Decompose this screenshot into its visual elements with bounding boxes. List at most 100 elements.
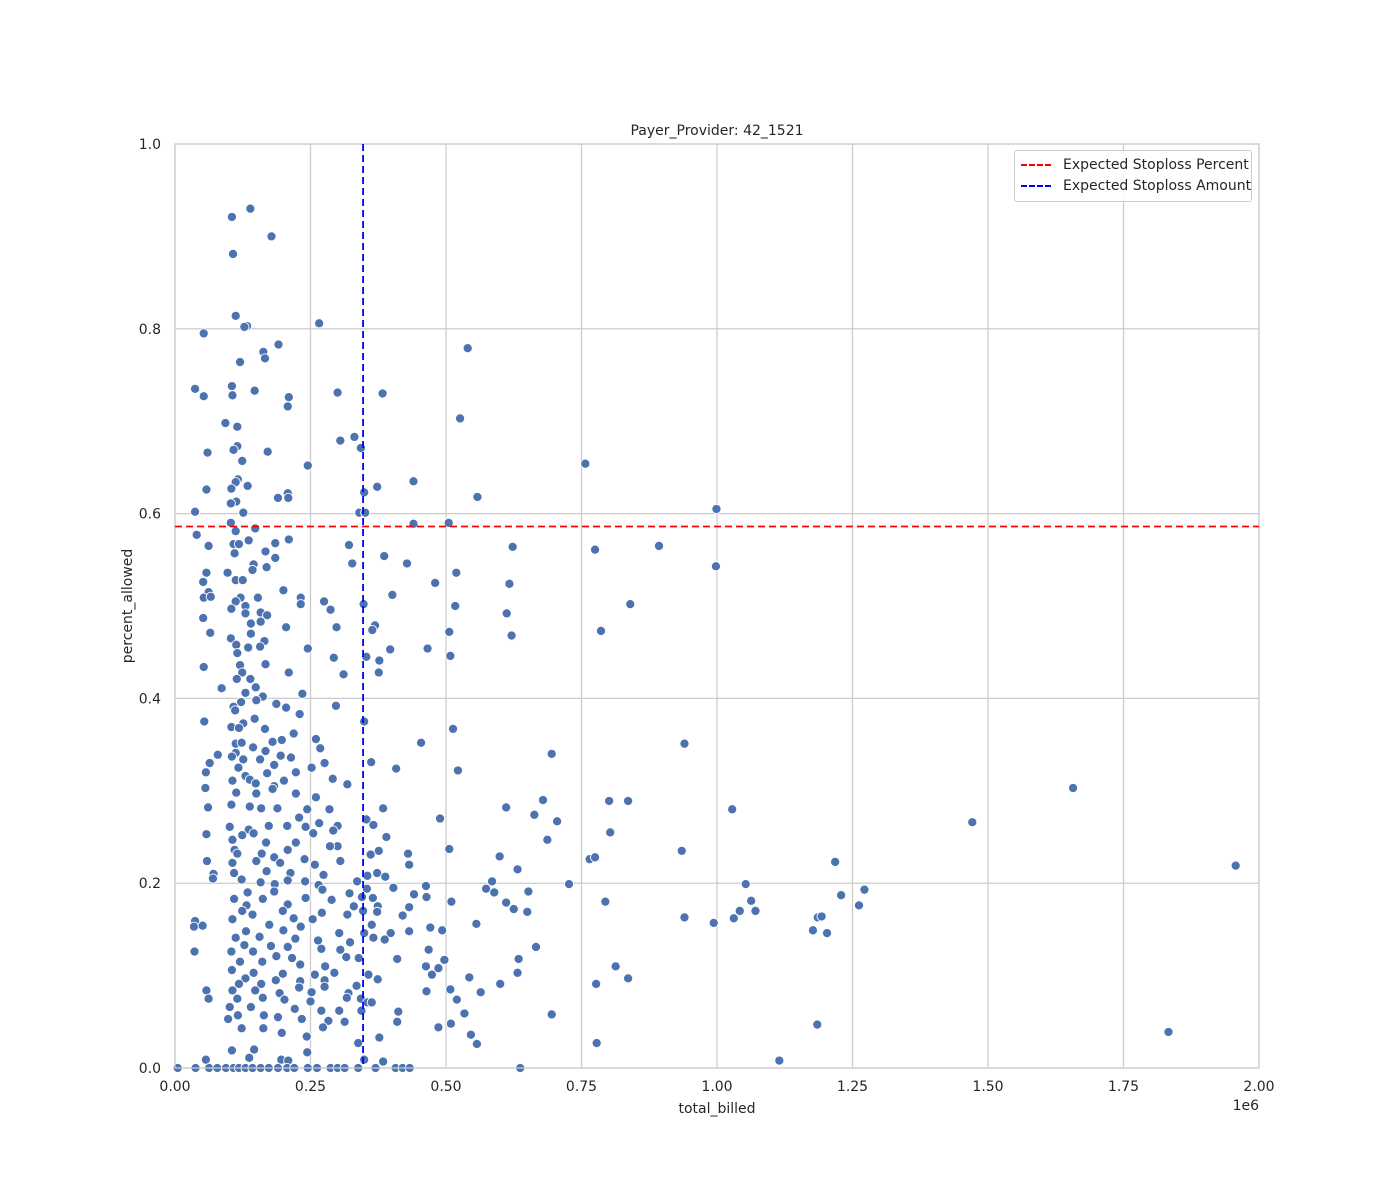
data-point bbox=[591, 978, 602, 989]
data-point bbox=[387, 589, 398, 600]
data-point bbox=[244, 801, 255, 812]
data-point bbox=[372, 867, 383, 879]
data-point bbox=[508, 904, 519, 915]
data-point bbox=[816, 911, 827, 922]
data-point bbox=[445, 1018, 456, 1029]
data-point bbox=[314, 318, 325, 329]
data-point bbox=[471, 918, 482, 929]
data-point bbox=[262, 768, 273, 779]
data-point bbox=[257, 893, 268, 904]
data-point bbox=[352, 876, 363, 887]
data-point bbox=[237, 667, 248, 678]
data-point bbox=[513, 953, 524, 965]
data-point bbox=[226, 211, 237, 223]
data-point bbox=[317, 884, 328, 895]
data-point bbox=[278, 775, 289, 786]
data-point bbox=[197, 920, 208, 931]
data-point bbox=[270, 538, 281, 549]
data-point bbox=[283, 392, 294, 403]
data-point bbox=[231, 673, 242, 685]
data-point bbox=[256, 803, 267, 814]
data-point bbox=[353, 952, 364, 964]
x-tick-label: 1.25 bbox=[837, 1079, 868, 1095]
data-point bbox=[372, 906, 383, 917]
data-point bbox=[711, 503, 722, 515]
data-point bbox=[282, 875, 293, 886]
data-point bbox=[251, 855, 262, 867]
data-point bbox=[341, 992, 352, 1003]
data-point bbox=[380, 871, 391, 882]
data-point bbox=[501, 897, 512, 908]
data-point bbox=[501, 802, 512, 813]
data-point bbox=[288, 728, 299, 739]
data-point bbox=[495, 978, 506, 989]
data-point bbox=[229, 548, 240, 559]
data-point bbox=[288, 913, 299, 924]
data-point bbox=[200, 767, 211, 778]
data-point bbox=[204, 758, 215, 769]
data-point bbox=[487, 876, 498, 887]
data-point bbox=[359, 1054, 370, 1065]
data-point bbox=[356, 892, 368, 903]
data-point bbox=[230, 310, 241, 321]
data-point bbox=[198, 661, 209, 673]
data-point bbox=[392, 1016, 403, 1027]
data-point bbox=[368, 819, 379, 831]
data-point bbox=[529, 809, 540, 820]
data-point bbox=[251, 788, 262, 799]
data-point bbox=[198, 576, 209, 588]
data-point bbox=[379, 551, 390, 562]
data-point bbox=[512, 864, 523, 875]
data-point bbox=[236, 874, 247, 885]
x-axis-offset-label: 1e6 bbox=[1233, 1098, 1260, 1114]
data-point bbox=[506, 630, 517, 641]
data-point bbox=[420, 961, 431, 972]
data-point bbox=[344, 888, 355, 899]
legend-item-stoploss-percent: Expected Stoploss Percent bbox=[1021, 155, 1249, 175]
data-point bbox=[494, 851, 505, 862]
data-point bbox=[437, 925, 448, 936]
data-point bbox=[404, 859, 415, 870]
data-point bbox=[335, 944, 346, 955]
data-point bbox=[313, 935, 324, 946]
data-point bbox=[243, 535, 254, 546]
data-point bbox=[859, 884, 870, 895]
data-point bbox=[392, 953, 403, 965]
data-point bbox=[372, 481, 383, 492]
data-point bbox=[343, 539, 355, 551]
data-point bbox=[227, 834, 238, 845]
data-point bbox=[240, 973, 251, 984]
data-point bbox=[750, 905, 761, 916]
data-point bbox=[314, 818, 325, 829]
data-point bbox=[309, 969, 320, 980]
data-point bbox=[230, 596, 241, 607]
data-point bbox=[430, 577, 441, 588]
data-point bbox=[368, 932, 379, 943]
data-point bbox=[281, 622, 292, 633]
data-point bbox=[250, 985, 261, 996]
data-point bbox=[359, 487, 370, 498]
data-point bbox=[316, 907, 327, 918]
data-point bbox=[226, 965, 237, 976]
data-point bbox=[252, 592, 263, 603]
data-point bbox=[273, 339, 284, 350]
data-point bbox=[294, 982, 305, 993]
data-point bbox=[257, 992, 268, 1003]
x-tick-label: 2.00 bbox=[1243, 1079, 1274, 1095]
data-point bbox=[203, 540, 214, 551]
data-point bbox=[489, 887, 500, 898]
data-point bbox=[416, 737, 427, 748]
data-point bbox=[283, 667, 294, 678]
data-point bbox=[679, 738, 690, 749]
data-point bbox=[188, 921, 200, 932]
data-point bbox=[296, 1013, 307, 1025]
data-point bbox=[236, 737, 247, 748]
data-point bbox=[812, 1019, 823, 1030]
data-point bbox=[271, 698, 282, 709]
x-tick-label: 0.00 bbox=[159, 1079, 190, 1095]
data-point bbox=[295, 959, 306, 970]
data-point bbox=[282, 941, 293, 953]
data-point bbox=[372, 974, 383, 985]
data-point bbox=[342, 909, 353, 920]
data-point bbox=[260, 546, 271, 557]
